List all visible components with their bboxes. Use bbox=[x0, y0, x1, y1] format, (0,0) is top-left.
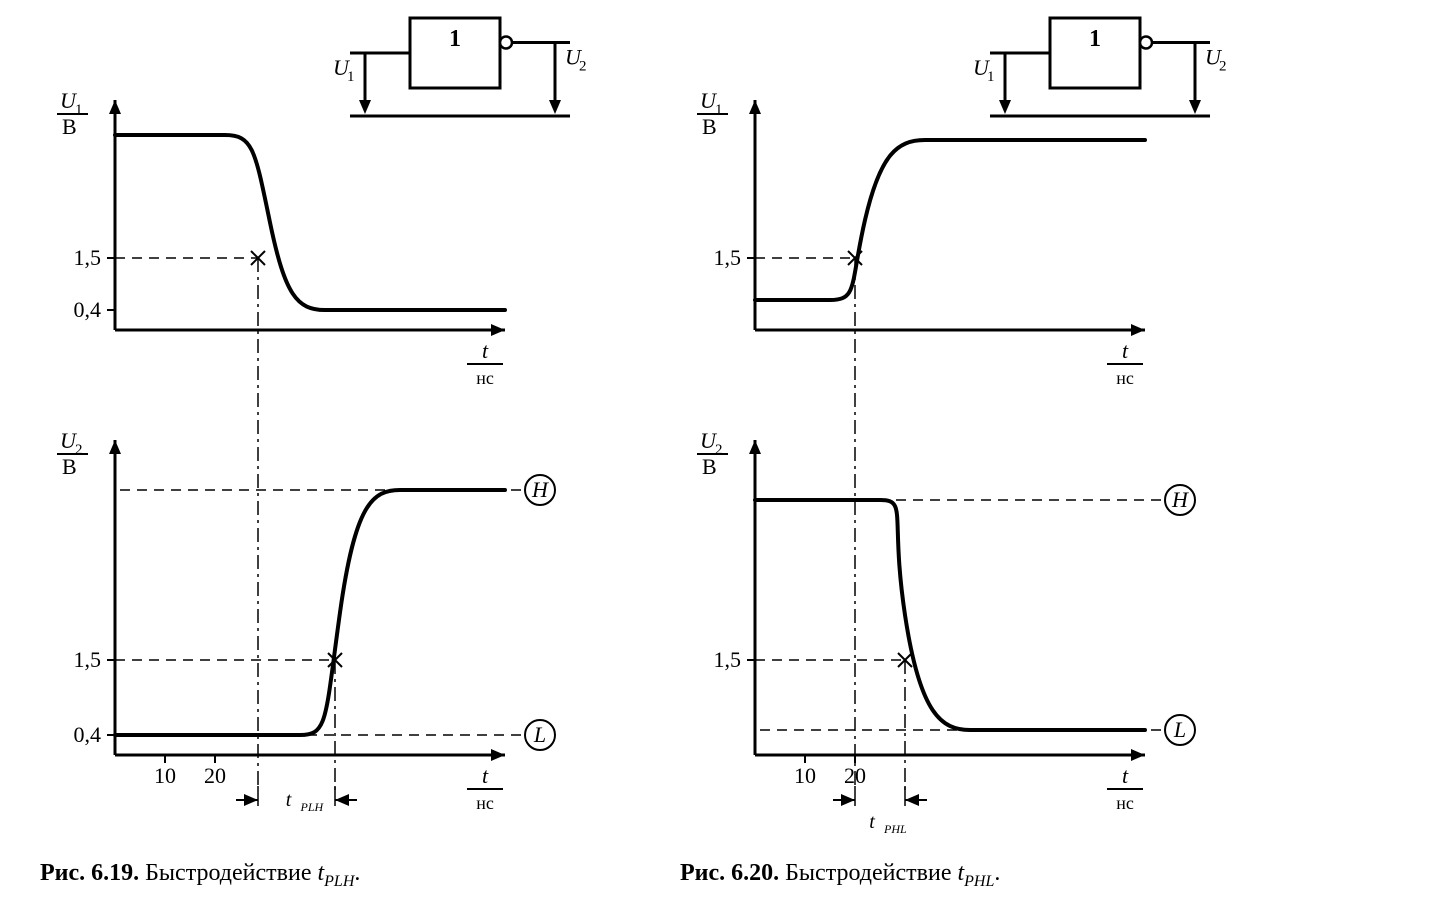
svg-text:1: 1 bbox=[449, 26, 461, 52]
svg-text:1,5: 1,5 bbox=[714, 647, 742, 672]
page: 1U1U2U1Btнс1,50,4U2Btнс1,50,41020HLtPLH1… bbox=[0, 0, 1429, 901]
svg-text:нс: нс bbox=[476, 793, 494, 813]
svg-text:10: 10 bbox=[794, 763, 816, 788]
svg-text:0,4: 0,4 bbox=[74, 722, 102, 747]
svg-text:1: 1 bbox=[987, 69, 995, 85]
svg-text:0,4: 0,4 bbox=[74, 297, 102, 322]
svg-text:PLH: PLH bbox=[300, 800, 325, 814]
svg-text:нс: нс bbox=[1116, 368, 1134, 388]
svg-text:1: 1 bbox=[347, 69, 355, 85]
svg-text:t: t bbox=[482, 763, 489, 788]
caption-left-sub: PLH bbox=[324, 873, 354, 890]
svg-text:B: B bbox=[62, 114, 77, 139]
svg-text:B: B bbox=[702, 454, 717, 479]
svg-text:1,5: 1,5 bbox=[74, 647, 102, 672]
svg-text:t: t bbox=[482, 338, 489, 363]
svg-text:H: H bbox=[531, 477, 549, 502]
svg-text:PHL: PHL bbox=[883, 822, 907, 836]
svg-text:L: L bbox=[1173, 717, 1186, 742]
svg-text:нс: нс bbox=[1116, 793, 1134, 813]
svg-text:2: 2 bbox=[579, 59, 587, 75]
svg-text:2: 2 bbox=[1219, 59, 1227, 75]
svg-text:t: t bbox=[286, 789, 292, 811]
diagram-svg: 1U1U2U1Btнс1,50,4U2Btнс1,50,41020HLtPLH1… bbox=[0, 0, 1429, 901]
svg-text:L: L bbox=[533, 722, 546, 747]
svg-text:B: B bbox=[62, 454, 77, 479]
svg-text:1,5: 1,5 bbox=[714, 245, 742, 270]
svg-text:20: 20 bbox=[204, 763, 226, 788]
svg-text:1: 1 bbox=[1089, 26, 1101, 52]
svg-text:H: H bbox=[1171, 487, 1189, 512]
svg-text:1,5: 1,5 bbox=[74, 245, 102, 270]
caption-right-tail: . bbox=[994, 860, 1000, 886]
caption-left-tail: . bbox=[354, 860, 360, 886]
svg-text:t: t bbox=[1122, 763, 1129, 788]
caption-left: Рис. 6.19. Быстродействие tPLH. bbox=[40, 860, 360, 891]
svg-text:нс: нс bbox=[476, 368, 494, 388]
svg-text:t: t bbox=[869, 811, 875, 833]
svg-text:t: t bbox=[1122, 338, 1129, 363]
caption-right-fig: Рис. 6.20. bbox=[680, 860, 779, 886]
caption-left-rest: Быстродействие bbox=[139, 860, 317, 886]
svg-text:10: 10 bbox=[154, 763, 176, 788]
caption-right: Рис. 6.20. Быстродействие tPHL. bbox=[680, 860, 1000, 891]
caption-left-fig: Рис. 6.19. bbox=[40, 860, 139, 886]
svg-text:B: B bbox=[702, 114, 717, 139]
caption-right-sub: PHL bbox=[964, 873, 994, 890]
caption-right-rest: Быстродействие bbox=[779, 860, 957, 886]
